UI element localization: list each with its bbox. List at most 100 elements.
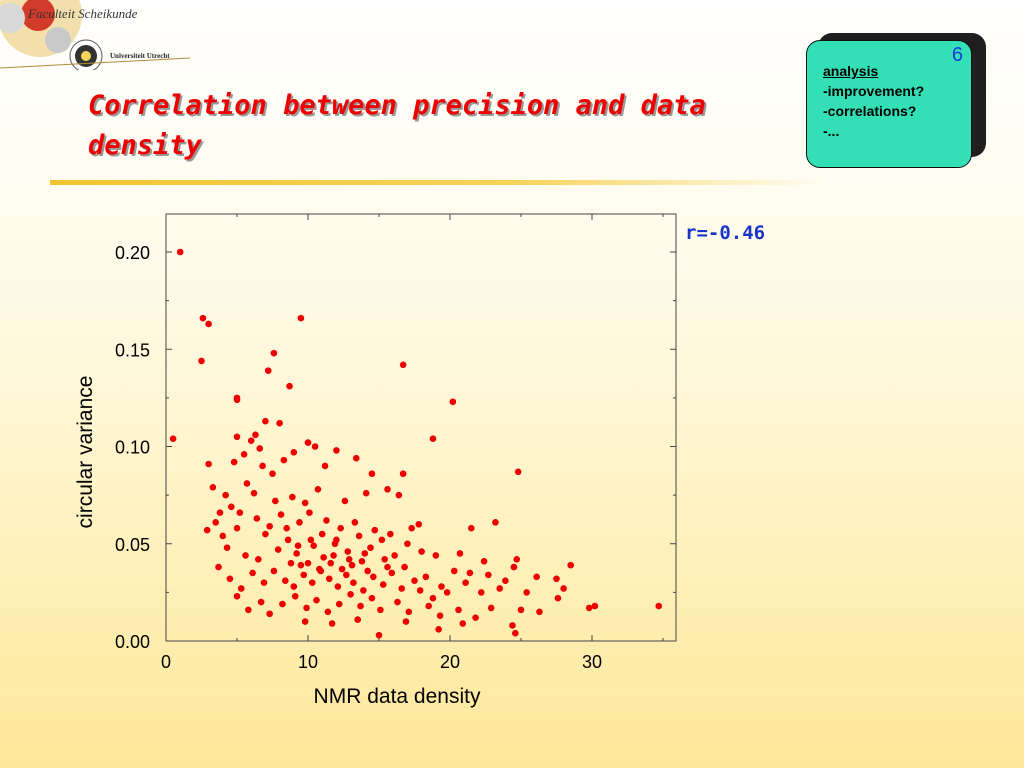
data-point	[384, 563, 391, 571]
data-point	[399, 361, 407, 369]
data-point	[198, 357, 205, 365]
nav-item-correlations: -correlations?	[823, 103, 917, 119]
data-point	[289, 493, 296, 501]
data-point	[449, 398, 457, 406]
nav-item-more: -...	[823, 123, 840, 139]
data-point	[242, 552, 249, 559]
data-point	[398, 585, 406, 592]
data-point	[297, 314, 305, 322]
data-point	[512, 629, 519, 637]
data-point	[411, 577, 418, 585]
data-point	[226, 575, 234, 583]
data-point	[591, 602, 599, 610]
data-point	[466, 569, 474, 577]
data-point	[320, 554, 327, 561]
data-point	[247, 437, 255, 444]
data-point	[306, 509, 313, 516]
data-point	[274, 546, 282, 553]
data-point	[368, 470, 376, 478]
data-point	[293, 550, 300, 557]
data-point	[362, 489, 370, 497]
data-point	[554, 594, 562, 602]
data-point	[496, 585, 504, 592]
data-point	[394, 598, 401, 606]
x-tick-label: 20	[440, 652, 460, 672]
data-point	[230, 458, 238, 466]
x-tick-label: 10	[298, 652, 318, 672]
nav-heading: analysis	[823, 63, 879, 79]
data-point	[245, 606, 252, 614]
data-point	[219, 532, 227, 540]
data-point	[377, 606, 384, 614]
data-point	[330, 552, 337, 559]
data-point	[456, 550, 464, 557]
data-point	[323, 517, 330, 524]
data-point	[429, 594, 437, 602]
data-point	[391, 552, 398, 559]
data-point	[450, 567, 458, 575]
data-point	[567, 561, 574, 569]
data-point	[553, 575, 560, 583]
y-tick-label: 0.10	[115, 438, 150, 458]
data-point	[384, 485, 391, 493]
data-point	[240, 450, 248, 458]
data-point	[260, 579, 268, 586]
x-tick-label: 30	[582, 652, 602, 672]
data-point	[259, 462, 266, 470]
data-point	[262, 530, 269, 538]
data-point	[337, 524, 344, 532]
data-point	[313, 596, 320, 604]
data-point	[459, 620, 467, 627]
university-logo: Faculteit Scheikunde Universiteit Utrech…	[0, 0, 200, 70]
x-tick-label: 0	[161, 652, 171, 672]
data-point	[387, 530, 394, 538]
data-point	[477, 589, 485, 596]
data-point	[270, 349, 278, 357]
y-tick-label: 0.15	[115, 340, 150, 360]
data-point	[443, 589, 451, 596]
data-point	[256, 445, 264, 452]
data-point	[314, 485, 322, 493]
data-point	[328, 620, 336, 627]
y-tick-label: 0.00	[115, 632, 150, 652]
data-point	[438, 583, 445, 590]
data-point	[272, 497, 279, 505]
university-logo-text: Universiteit Utrecht	[110, 52, 170, 60]
data-point	[429, 435, 437, 443]
data-point	[291, 592, 299, 600]
data-point	[492, 519, 499, 526]
data-point	[655, 602, 663, 610]
data-point	[228, 503, 235, 511]
data-point	[215, 563, 222, 571]
data-point	[250, 489, 258, 497]
data-point	[326, 575, 333, 583]
data-point	[351, 519, 359, 526]
data-point	[277, 511, 285, 518]
data-point	[418, 548, 425, 555]
data-point	[368, 594, 376, 602]
data-point	[523, 589, 530, 596]
data-point	[354, 616, 362, 623]
title-divider	[50, 180, 820, 185]
data-point	[472, 614, 479, 621]
data-point	[307, 536, 315, 544]
data-point	[455, 606, 462, 614]
data-point	[304, 439, 312, 446]
slide-title: Correlation between precision and data d…	[88, 90, 706, 161]
data-point	[212, 519, 219, 526]
data-point	[233, 433, 241, 441]
slide-number: 6	[951, 44, 963, 66]
data-point	[344, 548, 352, 555]
data-point	[310, 542, 317, 549]
y-tick-label: 0.20	[115, 243, 150, 263]
data-point	[333, 447, 340, 454]
data-point	[335, 600, 343, 608]
data-point	[294, 542, 302, 549]
data-point	[209, 484, 217, 491]
data-point	[308, 579, 316, 586]
nav-item-improvement: -improvement?	[823, 83, 925, 99]
plot-frame	[165, 213, 677, 642]
data-point	[233, 592, 241, 600]
data-point	[360, 587, 367, 594]
data-point	[422, 573, 430, 581]
